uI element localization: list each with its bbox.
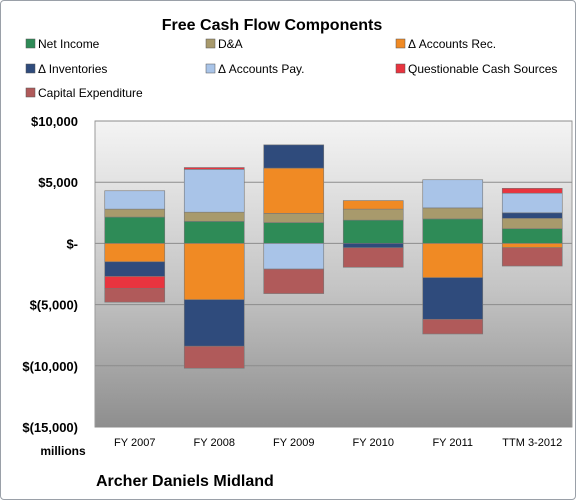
bar-segment <box>183 211 245 222</box>
x-axis: FY 2007 FY 2008 FY 2009 FY 2010 FY 2011 TTM 3… <box>114 437 562 449</box>
legend-swatch <box>205 63 216 74</box>
bar-segment <box>104 261 166 277</box>
bar-segment <box>422 277 484 320</box>
gridlines <box>95 120 572 428</box>
bar-segment <box>183 221 245 244</box>
bar-segment <box>263 213 325 223</box>
legend-swatch <box>205 38 216 49</box>
legend-swatch <box>395 63 406 74</box>
plot-area <box>94 120 573 428</box>
bars <box>104 144 563 369</box>
bar-segment <box>183 243 245 301</box>
bar-segment <box>342 208 404 221</box>
x-tick-label: TTM 3-2012 <box>502 437 562 449</box>
bar-segment <box>183 299 245 347</box>
bar-segment <box>183 167 245 170</box>
bar-segment <box>422 243 484 278</box>
bar-segment <box>501 228 563 244</box>
bar-segment <box>104 288 166 303</box>
legend-label: D&A <box>218 37 243 51</box>
x-tick-label: FY 2009 <box>273 437 314 449</box>
bar-segment <box>342 243 404 248</box>
bar-segment <box>342 200 404 210</box>
legend-label: Δ Accounts Pay. <box>218 62 305 76</box>
company-name: Archer Daniels Midland <box>96 473 274 490</box>
bar-segment <box>104 243 166 263</box>
y-axis: $10,000 $5,000 $- $(5,000) $(10,000) $(15,000… <box>22 114 78 435</box>
y-axis-label: millions <box>40 444 86 458</box>
legend-swatch <box>25 63 36 74</box>
bar-segment <box>263 167 325 214</box>
bar-segment <box>422 179 484 209</box>
chart-title: Free Cash Flow Components <box>162 17 383 34</box>
x-tick-label: FY 2007 <box>114 437 155 449</box>
x-tick-label: FY 2010 <box>353 437 394 449</box>
legend-swatch <box>25 87 36 98</box>
legend-label: Δ Inventories <box>38 62 107 76</box>
bar-segment <box>263 268 325 294</box>
bar-segment <box>104 190 166 210</box>
y-tick-label: $- <box>66 236 78 251</box>
bar-segment <box>263 144 325 169</box>
y-tick-label: $(10,000) <box>22 359 78 374</box>
bar-segment <box>501 212 563 219</box>
y-tick-label: $(5,000) <box>30 298 78 313</box>
bar-segment <box>501 218 563 230</box>
bar-segment <box>104 216 166 244</box>
bar-segment <box>501 188 563 194</box>
x-tick-label: FY 2008 <box>194 437 235 449</box>
legend-label: Net Income <box>38 37 100 51</box>
bar-segment <box>501 247 563 267</box>
bar-segment <box>501 243 563 248</box>
bar-segment <box>263 243 325 270</box>
legend-swatch <box>395 38 406 49</box>
bar-segment <box>422 318 484 335</box>
legend-label: Capital Expenditure <box>38 86 143 100</box>
bar-segment <box>422 207 484 220</box>
legend-label: Δ Accounts Rec. <box>408 37 496 51</box>
y-tick-label: $5,000 <box>38 175 78 190</box>
legend: Net Income D&A Δ Accounts Rec. Δ Inventorie… <box>25 37 557 100</box>
y-tick-label: $10,000 <box>31 114 78 129</box>
y-tick-label: $(15,000) <box>22 420 78 435</box>
bar-segment <box>183 169 245 213</box>
bar-segment <box>342 219 404 244</box>
bar-segment <box>422 218 484 244</box>
bar-segment <box>263 222 325 244</box>
x-tick-label: FY 2011 <box>432 437 473 449</box>
bar-segment <box>104 276 166 289</box>
bar-segment <box>501 192 563 214</box>
bar-segment <box>104 208 166 218</box>
bar-segment <box>183 345 245 369</box>
bar-segment <box>342 247 404 268</box>
legend-swatch <box>25 38 36 49</box>
legend-label: Questionable Cash Sources <box>408 62 557 76</box>
